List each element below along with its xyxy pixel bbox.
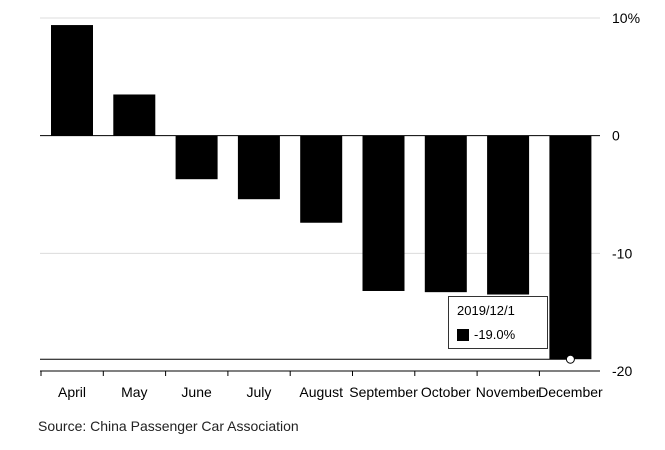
y-axis-ticks: 10% 0 -10 -20 (612, 10, 640, 379)
bar-july[interactable] (237, 135, 280, 200)
bar-may[interactable] (113, 94, 156, 136)
x-category-label: June (181, 384, 212, 400)
y-tick-label: 10% (612, 10, 640, 26)
hover-tooltip: 2019/12/1 -19.0% (448, 296, 548, 349)
bar-april[interactable] (51, 25, 93, 136)
y-tick-label: 0 (612, 128, 620, 144)
x-category-label: October (421, 384, 471, 400)
series-swatch (457, 328, 469, 341)
tooltip-value: -19.0% (474, 327, 516, 342)
bar-september[interactable] (362, 135, 405, 291)
y-tick-label: -20 (612, 363, 632, 379)
tooltip-value-row: -19.0% (457, 327, 547, 342)
bar-november[interactable] (487, 135, 530, 295)
bar-chart: 10% 0 -10 -20 April May June July August Septemb… (40, 10, 640, 400)
x-category-label: April (58, 384, 86, 400)
bar-series (51, 25, 592, 364)
bar-december[interactable] (549, 135, 592, 360)
x-category-label: November (476, 384, 541, 400)
source-note: Source: China Passenger Car Association (38, 418, 299, 434)
y-tick-label: -10 (612, 245, 632, 261)
x-category-label: May (121, 384, 147, 400)
x-category-label: December (538, 384, 603, 400)
x-category-label: August (299, 384, 343, 400)
hover-marker (565, 354, 575, 364)
bar-august[interactable] (300, 135, 343, 223)
tooltip-date: 2019/12/1 (457, 303, 515, 318)
x-axis-labels: April May June July August September October No… (40, 371, 603, 400)
bar-october[interactable] (424, 135, 467, 293)
x-category-label: September (349, 384, 418, 400)
x-category-label: July (246, 384, 271, 400)
bar-june[interactable] (175, 135, 218, 180)
